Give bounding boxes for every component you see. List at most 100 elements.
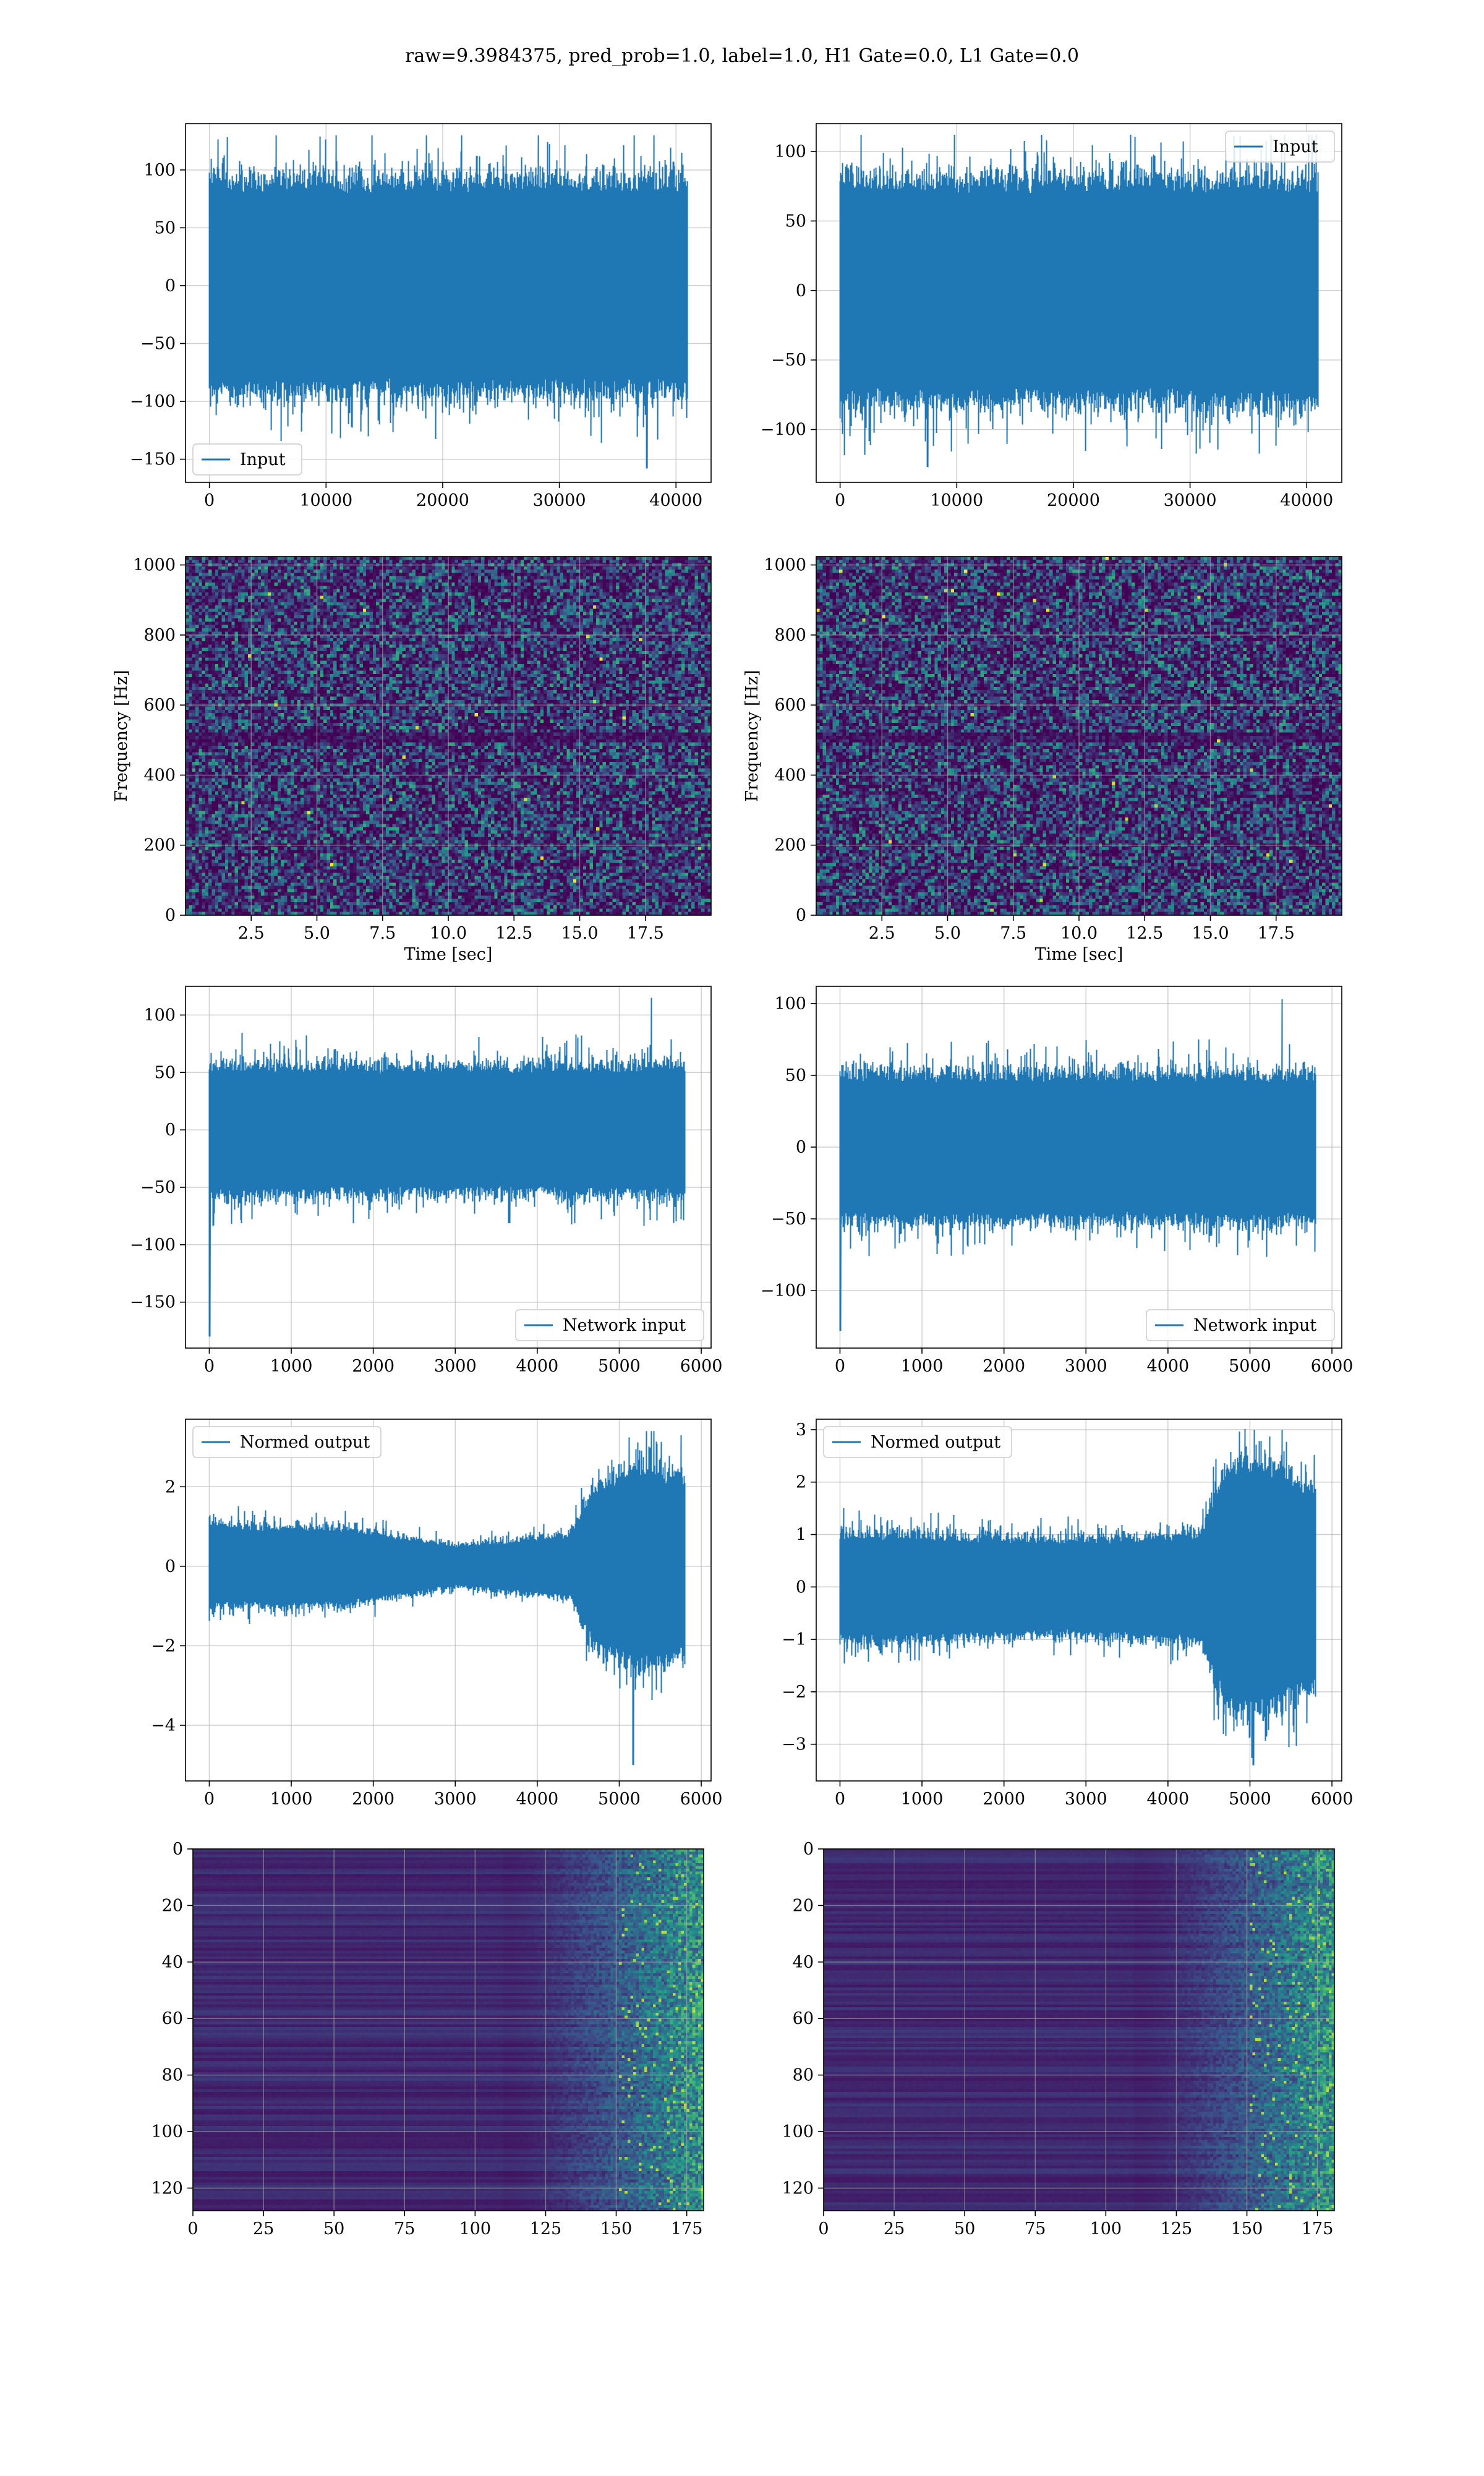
y-tick-label: 50 [155, 218, 176, 237]
y-tick-label: 40 [793, 1953, 814, 1972]
y-tick-label: 0 [165, 1121, 176, 1140]
series-line [208, 1431, 686, 1765]
x-tick-label: 2000 [983, 1790, 1025, 1809]
y-tick-label: 80 [793, 2066, 814, 2085]
y-tick-label: −2 [151, 1636, 176, 1655]
heatmap-image [193, 1849, 704, 2211]
x-tick-label: 40000 [649, 491, 702, 510]
y-tick-label: −4 [151, 1716, 176, 1735]
legend-box [515, 1309, 704, 1341]
x-tick-label: 17.5 [1258, 924, 1295, 943]
y-tick-label: −100 [130, 1236, 176, 1255]
series-line [839, 1428, 1316, 1765]
x-tick-label: 17.5 [627, 924, 664, 943]
y-tick-label: 120 [782, 2179, 814, 2198]
y-tick-label: −1 [782, 1630, 806, 1649]
x-tick-label: 3000 [434, 1357, 477, 1376]
x-tick-label: 6000 [1311, 1790, 1354, 1809]
x-tick-label: 5000 [1229, 1357, 1271, 1376]
y-tick-label: 60 [162, 2009, 183, 2028]
x-tick-label: 20000 [416, 491, 469, 510]
series-line [208, 135, 688, 469]
y-tick-label: 400 [774, 766, 806, 785]
axes-frame [816, 1419, 1342, 1782]
axes-frame [192, 1848, 704, 2211]
x-tick-label: 3000 [1065, 1357, 1107, 1376]
heatmap-image [824, 1849, 1334, 2211]
network-input-l1-axes: 0 1000 2000 3000 4000 5000 6000 −100 −50 0 50 100 Ne… [761, 986, 1353, 1376]
y-tick-label: 100 [143, 161, 176, 180]
y-axis-label: Frequency [Hz] [112, 670, 131, 801]
y-tick-label: −50 [771, 351, 806, 370]
x-tick-label: 30000 [1164, 491, 1217, 510]
y-tick-label: 200 [143, 836, 176, 855]
x-axis-label: Time [sec] [1035, 945, 1124, 964]
y-tick-label: −50 [140, 334, 176, 353]
y-tick-label: −2 [782, 1683, 806, 1702]
x-tick-label: 75 [1025, 2219, 1046, 2239]
y-tick-label: 20 [793, 1896, 814, 1915]
x-tick-label: 5.0 [304, 924, 330, 943]
x-tick-label: 4000 [516, 1357, 559, 1376]
x-tick-label: 20000 [1047, 491, 1100, 510]
y-tick-label: 0 [796, 281, 806, 301]
x-tick-label: 0 [835, 1790, 845, 1809]
x-tick-label: 1000 [901, 1357, 944, 1376]
y-tick-label: 100 [143, 1005, 176, 1025]
y-tick-label: 2 [165, 1477, 176, 1496]
y-tick-label: 20 [162, 1896, 183, 1915]
spectrogram-l1-axes: 2.5 5.0 7.5 10.0 12.5 15.0 17.5 0 200 400 600 800 10… [743, 556, 1342, 964]
x-tick-label: 25 [884, 2219, 905, 2239]
y-tick-label: 100 [774, 994, 806, 1014]
legend: Normed output [192, 1426, 382, 1458]
x-tick-label: 100 [459, 2219, 492, 2239]
x-tick-label: 40000 [1280, 491, 1333, 510]
y-tick-label: 0 [803, 1840, 814, 1859]
series-line [208, 997, 686, 1337]
x-tick-label: 5.0 [934, 924, 961, 943]
y-tick-label: 600 [143, 696, 176, 715]
y-tick-label: 1 [796, 1526, 806, 1545]
y-tick-label: 0 [796, 906, 806, 925]
legend-label: Normed output [240, 1433, 370, 1452]
y-tick-label: 1000 [764, 556, 806, 575]
y-tick-label: −100 [761, 420, 806, 440]
x-tick-label: 0 [204, 491, 215, 510]
axes-frame [823, 1848, 1335, 2211]
x-tick-label: 15.0 [1192, 924, 1229, 943]
x-tick-label: 5000 [1229, 1790, 1271, 1809]
x-tick-label: 10.0 [1060, 924, 1098, 943]
y-tick-label: −50 [140, 1178, 176, 1197]
x-tick-label: 5000 [598, 1357, 641, 1376]
x-tick-label: 125 [1161, 2219, 1193, 2239]
normed-output-l1-axes: 0 1000 2000 3000 4000 5000 6000 −3 −2 −1 0 1 2 3 Norme… [782, 1419, 1353, 1809]
y-tick-label: −3 [782, 1735, 806, 1754]
axes-frame [816, 986, 1342, 1349]
x-tick-label: 2.5 [238, 924, 265, 943]
x-tick-label: 3000 [1065, 1790, 1107, 1809]
legend-box [192, 1426, 382, 1458]
x-tick-label: 0 [818, 2219, 829, 2239]
feature-map-h1-axes: 0 25 50 75 100 125 150 175 0 20 40 60 80 100 120 [151, 1840, 704, 2239]
x-tick-label: 2.5 [869, 924, 895, 943]
y-tick-label: −100 [761, 1281, 806, 1300]
y-tick-label: 0 [173, 1840, 183, 1859]
y-tick-label: 0 [796, 1138, 806, 1157]
x-tick-label: 175 [671, 2219, 703, 2239]
x-tick-label: 3000 [434, 1790, 477, 1809]
x-tick-label: 10000 [930, 491, 983, 510]
x-tick-label: 6000 [680, 1790, 723, 1809]
legend-label: Normed output [871, 1433, 1000, 1452]
x-tick-label: 15.0 [561, 924, 598, 943]
legend: Input [192, 443, 302, 476]
legend-box [192, 443, 302, 476]
legend-box [1225, 130, 1335, 163]
axes-frame [185, 123, 712, 483]
x-tick-label: 0 [204, 1790, 215, 1809]
y-tick-label: −50 [771, 1210, 806, 1229]
x-tick-label: 150 [600, 2219, 633, 2239]
x-tick-label: 4000 [1147, 1357, 1190, 1376]
y-tick-label: −150 [130, 1293, 176, 1312]
